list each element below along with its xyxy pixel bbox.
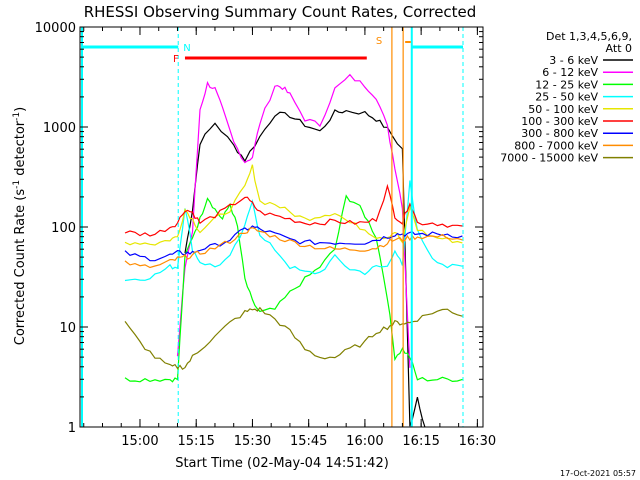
x-tick-label: 15:15 bbox=[177, 434, 214, 449]
legend-header-line-1: Det 1,3,4,5,6,9, bbox=[546, 30, 632, 43]
series-line-6 bbox=[124, 225, 463, 262]
y-axis-label: Corrected Count Rate (s-1 detector-1) bbox=[12, 107, 28, 345]
series-layer bbox=[124, 73, 463, 428]
legend-header-line-2: Att 0 bbox=[606, 42, 632, 55]
x-tick-label: 16:15 bbox=[402, 434, 439, 449]
legend-entry-label: 7000 - 15000 keV bbox=[500, 152, 598, 165]
x-axis-label: Start Time (02-May-04 14:51:42) bbox=[175, 456, 389, 471]
legend-entry-label: 6 - 12 keV bbox=[542, 66, 598, 79]
y-axis-label-end: ) bbox=[13, 107, 28, 112]
y-tick-label: 1 bbox=[68, 421, 76, 436]
series-line-1 bbox=[176, 73, 411, 368]
series-line-7 bbox=[124, 227, 463, 269]
legend-entry-label: 50 - 100 keV bbox=[528, 103, 598, 116]
y-axis-label-mid: detector bbox=[13, 120, 28, 180]
legend-entry-label: 100 - 300 keV bbox=[521, 115, 598, 128]
y-tick-label: 100 bbox=[51, 221, 76, 236]
legend-entry-label: 800 - 7000 keV bbox=[514, 139, 598, 152]
plot-frame bbox=[79, 26, 484, 428]
y-axis-label-sup1: -1 bbox=[12, 180, 22, 189]
series-line-5 bbox=[124, 183, 463, 237]
series-line-2 bbox=[124, 194, 463, 383]
y-axis-label-main: Corrected Count Rate (s bbox=[13, 189, 28, 346]
footer-timestamp: 17-Oct-2021 05:57 bbox=[560, 469, 636, 478]
y-axis-label-sup2: -1 bbox=[12, 112, 22, 121]
x-tick-label: 15:00 bbox=[121, 434, 158, 449]
x-tick-label: 16:00 bbox=[346, 434, 383, 449]
saa-label: S bbox=[376, 36, 382, 47]
night-label: N bbox=[183, 43, 190, 54]
chart-title: RHESSI Observing Summary Count Rates, Co… bbox=[84, 3, 477, 21]
flare-label: F bbox=[173, 54, 179, 65]
x-tick-label: 16:30 bbox=[459, 434, 496, 449]
y-tick-label: 1000 bbox=[43, 121, 76, 136]
x-tick-label: 15:45 bbox=[290, 434, 327, 449]
x-tick-label: 15:30 bbox=[234, 434, 271, 449]
legend-entry-label: 300 - 800 keV bbox=[521, 127, 598, 140]
legend-entry-label: 3 - 6 keV bbox=[549, 54, 598, 67]
series-line-4 bbox=[124, 164, 463, 246]
series-line-8 bbox=[124, 306, 463, 371]
y-tick-label: 10 bbox=[59, 321, 76, 336]
axes-layer: 1 10 100 1000 10000 15:00 15:15 15:30 15:45 16:00… bbox=[35, 21, 496, 449]
legend-entry-label: 25 - 50 keV bbox=[535, 91, 598, 104]
y-tick-label: 10000 bbox=[35, 21, 76, 36]
legend-entry-label: 12 - 25 keV bbox=[535, 78, 598, 91]
series-line-0 bbox=[184, 109, 426, 428]
